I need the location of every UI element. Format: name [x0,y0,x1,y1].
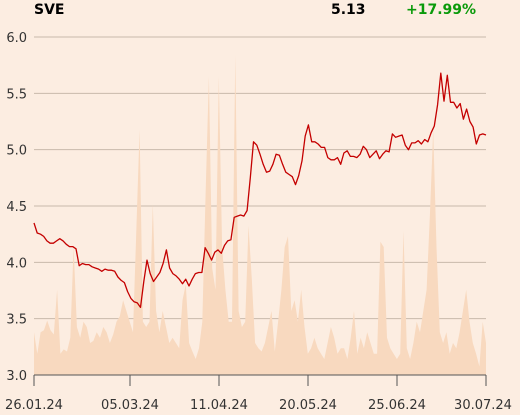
x-tick-label: 20.05.24 [279,398,337,413]
y-axis: 3.0 3.5 4.0 4.5 5.0 5.5 6.0 [6,31,27,384]
x-tick-label: 05.03.24 [101,398,159,413]
y-tick-label: 4.5 [6,200,27,215]
y-tick-label: 5.5 [6,87,27,102]
y-tick-label: 6.0 [6,31,27,46]
price-line-layer [33,72,487,309]
x-tick-label: 11.04.24 [190,398,248,413]
x-tick-label: 30.07.24 [454,398,512,413]
y-tick-label: 3.5 [6,313,27,328]
y-tick-label: 3.0 [6,369,27,384]
volume-area [34,55,486,375]
last-price: 5.13 [331,2,366,18]
price-change: +17.99% [406,2,477,18]
x-tick-label: 25.06.24 [368,398,426,413]
y-tick-label: 5.0 [6,144,27,159]
price-line [33,72,487,309]
gridlines [34,36,486,376]
y-tick-label: 4.0 [6,256,27,271]
x-axis: 26.01.24 05.03.24 11.04.24 20.05.24 25.06.24… [5,374,512,413]
x-tick-label: 26.01.24 [5,398,63,413]
volume-area-layer [34,55,486,375]
ticker-symbol: SVE [34,2,65,18]
